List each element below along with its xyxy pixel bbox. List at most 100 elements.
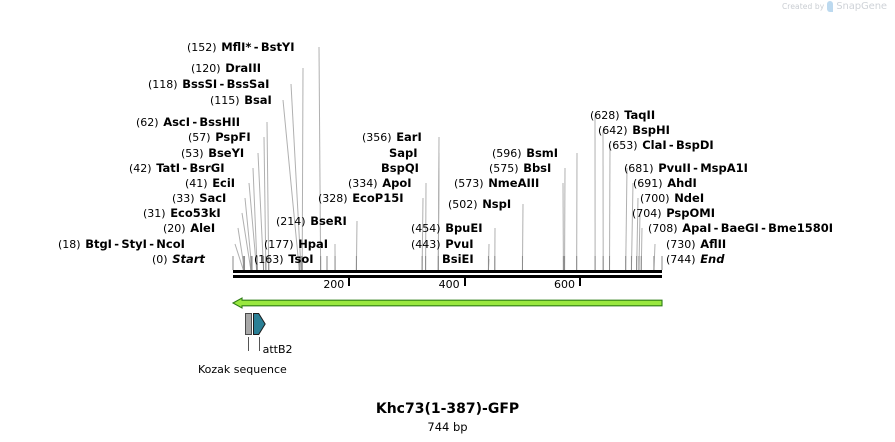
enzyme-label[interactable]: (118) BssSI - BssSaI: [148, 78, 269, 91]
enzyme-position: (115): [210, 94, 240, 107]
enzyme-label[interactable]: (214) BseRI: [276, 215, 347, 228]
enzyme-name: TaqII: [624, 108, 656, 122]
enzyme-label[interactable]: (502) NspI: [448, 198, 511, 211]
enzyme-label[interactable]: (18) BtgI - StyI - NcoI: [58, 238, 185, 251]
enzyme-label[interactable]: (628) TaqII: [590, 109, 655, 122]
enzyme-name: StyI: [121, 237, 147, 251]
enzyme-name: ApaI: [682, 221, 712, 235]
enzyme-position: (443): [411, 238, 441, 251]
feature-attb2[interactable]: [252, 313, 266, 335]
enzyme-name-separator: -: [251, 40, 261, 54]
enzyme-label[interactable]: (691) AhdI: [633, 177, 697, 190]
enzyme-label[interactable]: (575) BbsI: [489, 162, 551, 175]
enzyme-label[interactable]: (31) Eco53kI: [143, 207, 221, 220]
enzyme-label[interactable]: (33) SacI: [172, 192, 226, 205]
enzyme-label[interactable]: (596) BsmI: [492, 147, 558, 160]
enzyme-name: BsiEI: [442, 252, 474, 266]
enzyme-name: AscI: [163, 115, 191, 129]
enzyme-name: BaeGI: [720, 221, 759, 235]
enzyme-name: DraIII: [225, 61, 262, 75]
enzyme-label[interactable]: (681) PvuII - MspA1I: [624, 162, 748, 175]
enzyme-label[interactable]: (334) ApoI: [348, 177, 412, 190]
feature-kozak-sequence[interactable]: [244, 313, 252, 335]
orf-arrow-track[interactable]: [231, 297, 663, 309]
feature-label-kozak-sequence: Kozak sequence: [198, 363, 287, 376]
enzyme-label[interactable]: (62) AscI - BssHII: [136, 116, 240, 129]
enzyme-label[interactable]: (41) EciI: [185, 177, 235, 190]
enzyme-position: (18): [58, 238, 81, 251]
enzyme-label[interactable]: (177) HpaI: [264, 238, 328, 251]
enzyme-name: BsaI: [244, 93, 272, 107]
enzyme-label[interactable]: (573) NmeAIII: [454, 177, 539, 190]
enzyme-position: (328): [318, 192, 348, 205]
enzyme-label[interactable]: (53) BseYI: [181, 147, 244, 160]
enzyme-position: (20): [163, 222, 186, 235]
enzyme-label[interactable]: (653) ClaI - BspDI: [608, 139, 714, 152]
enzyme-position: (454): [411, 222, 441, 235]
leader-line: [301, 67, 304, 271]
enzyme-label[interactable]: (328) EcoP15I: [318, 192, 403, 205]
enzyme-label[interactable]: (744) End: [666, 253, 724, 266]
enzyme-position: (57): [188, 131, 211, 144]
enzyme-name: BbsI: [523, 161, 552, 175]
enzyme-label[interactable]: (443) PvuI: [411, 238, 474, 251]
enzyme-label[interactable]: (0) Start: [152, 253, 205, 266]
leader-line: [234, 243, 244, 271]
enzyme-label[interactable]: (454) BpuEI: [411, 222, 483, 235]
enzyme-position: (33): [172, 192, 195, 205]
enzyme-label[interactable]: (42) TatI - BsrGI: [129, 162, 224, 175]
enzyme-label[interactable]: (700) NdeI: [640, 192, 704, 205]
enzyme-name: BssHII: [199, 115, 241, 129]
enzyme-name-separator: -: [111, 237, 122, 251]
leader-line: [252, 167, 258, 271]
enzyme-label[interactable]: (730) AflII: [666, 238, 726, 251]
leader-line: [263, 136, 267, 271]
enzyme-position: (681): [624, 162, 654, 175]
enzyme-label[interactable]: BsiEI: [442, 253, 474, 265]
enzyme-name-separator: -: [217, 77, 227, 91]
enzyme-label[interactable]: (356) EarI: [362, 131, 422, 144]
enzyme-label[interactable]: BspQI: [381, 162, 419, 174]
enzyme-position: (691): [633, 177, 663, 190]
leader-line: [437, 167, 440, 271]
enzyme-name: PspOMI: [666, 206, 715, 220]
enzyme-label[interactable]: (163) TsoI: [254, 253, 314, 266]
leader-line: [290, 83, 302, 271]
enzyme-name-separator: -: [180, 161, 190, 175]
enzyme-label[interactable]: (642) BspHI: [598, 124, 670, 137]
leader-line: [282, 99, 300, 271]
leader-line: [248, 182, 258, 271]
page-title: Khc73(1-387)-GFP: [375, 401, 520, 417]
enzyme-name: SapI: [389, 146, 418, 160]
enzyme-name-separator: -: [190, 115, 200, 129]
enzyme-position: (575): [489, 162, 519, 175]
enzyme-label[interactable]: (120) DraIII: [191, 62, 261, 75]
enzyme-label[interactable]: (115) BsaI: [210, 94, 272, 107]
orf-arrow-icon[interactable]: [231, 297, 663, 309]
ruler-tick: [463, 278, 466, 286]
enzyme-position: (730): [666, 238, 696, 251]
enzyme-name: BspHI: [632, 123, 670, 137]
enzyme-position: (118): [148, 78, 178, 91]
enzyme-name: ApoI: [382, 176, 412, 190]
enzyme-name: BssSI: [182, 77, 218, 91]
enzyme-label[interactable]: SapI: [389, 147, 418, 159]
watermark-created-by-text: Created by: [781, 2, 825, 11]
enzyme-label[interactable]: (20) AleI: [163, 222, 215, 235]
enzyme-name: NcoI: [156, 237, 185, 251]
enzyme-label[interactable]: (152) MflI* - BstYI: [187, 41, 295, 54]
enzyme-name: PvuII: [658, 161, 691, 175]
enzyme-name: SacI: [199, 191, 227, 205]
enzyme-label[interactable]: (57) PspFI: [188, 131, 251, 144]
enzyme-name: NspI: [482, 197, 512, 211]
snapgene-watermark: Created by SnapGene: [782, 1, 887, 12]
enzyme-name-separator: -: [666, 138, 676, 152]
attb2-arrow-icon[interactable]: [252, 313, 266, 335]
enzyme-label[interactable]: (708) ApaI - BaeGI - Bme1580I: [648, 222, 833, 235]
enzyme-label[interactable]: (704) PspOMI: [632, 207, 715, 220]
leader-line: [625, 167, 628, 271]
enzyme-name: BseYI: [208, 146, 245, 160]
enzyme-name: PvuI: [445, 237, 474, 251]
leader-line: [266, 121, 270, 271]
enzyme-name: AflII: [700, 237, 727, 251]
